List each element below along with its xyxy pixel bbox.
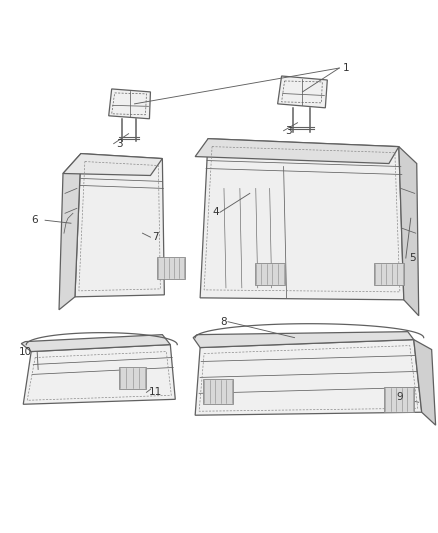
Polygon shape: [63, 154, 162, 175]
Polygon shape: [109, 89, 150, 119]
Text: 9: 9: [397, 392, 403, 402]
Text: 5: 5: [409, 253, 415, 263]
Text: 1: 1: [343, 63, 350, 73]
Polygon shape: [200, 139, 404, 300]
Text: 7: 7: [152, 232, 159, 242]
Text: 10: 10: [19, 346, 32, 357]
Bar: [374, 263, 404, 285]
Text: 4: 4: [212, 207, 219, 217]
Polygon shape: [193, 332, 414, 348]
Bar: [119, 367, 146, 389]
Bar: [203, 379, 233, 404]
Polygon shape: [399, 147, 419, 316]
Bar: [157, 257, 185, 279]
Polygon shape: [414, 340, 436, 425]
Bar: [384, 387, 414, 412]
Polygon shape: [278, 76, 327, 108]
Polygon shape: [59, 154, 81, 310]
Polygon shape: [195, 340, 422, 415]
Text: 11: 11: [148, 387, 162, 397]
Bar: [255, 263, 285, 285]
Polygon shape: [23, 345, 175, 404]
Text: 6: 6: [31, 215, 38, 225]
Polygon shape: [21, 335, 170, 352]
Text: 3: 3: [116, 139, 122, 149]
Polygon shape: [195, 139, 399, 164]
Polygon shape: [75, 154, 164, 297]
Text: 8: 8: [220, 317, 226, 327]
Text: 3: 3: [286, 126, 292, 136]
